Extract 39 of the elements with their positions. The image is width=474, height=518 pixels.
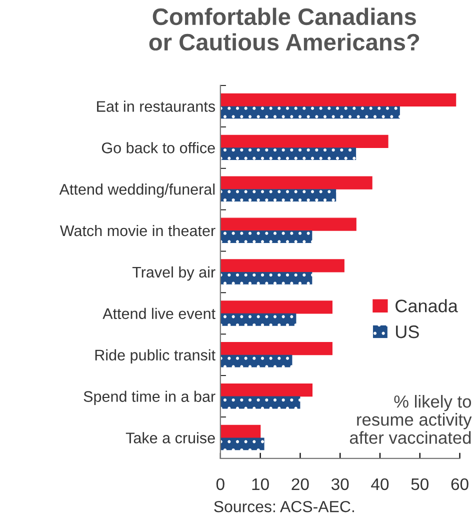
bar bbox=[220, 300, 332, 314]
y-tick-label: Spend time in a bar bbox=[84, 390, 216, 405]
bar bbox=[220, 354, 292, 368]
bar bbox=[220, 106, 400, 119]
annotation: % likely to resume activity after vaccinated bbox=[350, 394, 472, 444]
legend-label: US bbox=[396, 325, 419, 338]
x-tick-label: 50 bbox=[411, 478, 429, 490]
x-tick-label: 30 bbox=[331, 478, 349, 490]
x-tick-label: 40 bbox=[371, 478, 389, 490]
y-tick-label: Go back to office bbox=[102, 142, 215, 154]
bar bbox=[220, 218, 356, 231]
bar bbox=[220, 93, 456, 107]
bar bbox=[220, 230, 312, 243]
bar bbox=[220, 134, 388, 148]
y-tick-label: Eat in restaurants bbox=[97, 100, 216, 112]
x-tick-label: 20 bbox=[292, 478, 309, 490]
bar bbox=[220, 396, 300, 409]
y-tick-label: Ride public transit bbox=[95, 349, 216, 364]
bar bbox=[220, 259, 344, 272]
bar bbox=[220, 424, 261, 438]
source-note: Sources: ACS-AEC. bbox=[214, 500, 354, 512]
x-tick-label: 0 bbox=[216, 478, 224, 490]
bar bbox=[220, 148, 356, 160]
y-tick-label: Attend wedding/funeral bbox=[59, 184, 215, 198]
bar bbox=[220, 438, 264, 450]
y-tick-label: Watch movie in theater bbox=[60, 224, 216, 236]
y-tick-label: Take a cruise bbox=[126, 432, 215, 444]
bar bbox=[220, 313, 296, 326]
y-tick-label: Travel by air bbox=[132, 266, 216, 281]
chart-title: Comfortable Canadians or Cautious Americans? bbox=[149, 8, 420, 51]
legend-label: Canada bbox=[396, 299, 458, 312]
bar bbox=[220, 383, 313, 397]
x-tick-label: 10 bbox=[252, 478, 269, 490]
x-tick-label: 60 bbox=[451, 478, 468, 490]
bar bbox=[220, 272, 312, 284]
bar bbox=[220, 176, 372, 190]
bar bbox=[220, 342, 332, 356]
y-tick-label: Attend live event bbox=[102, 308, 216, 320]
bar bbox=[220, 189, 336, 202]
